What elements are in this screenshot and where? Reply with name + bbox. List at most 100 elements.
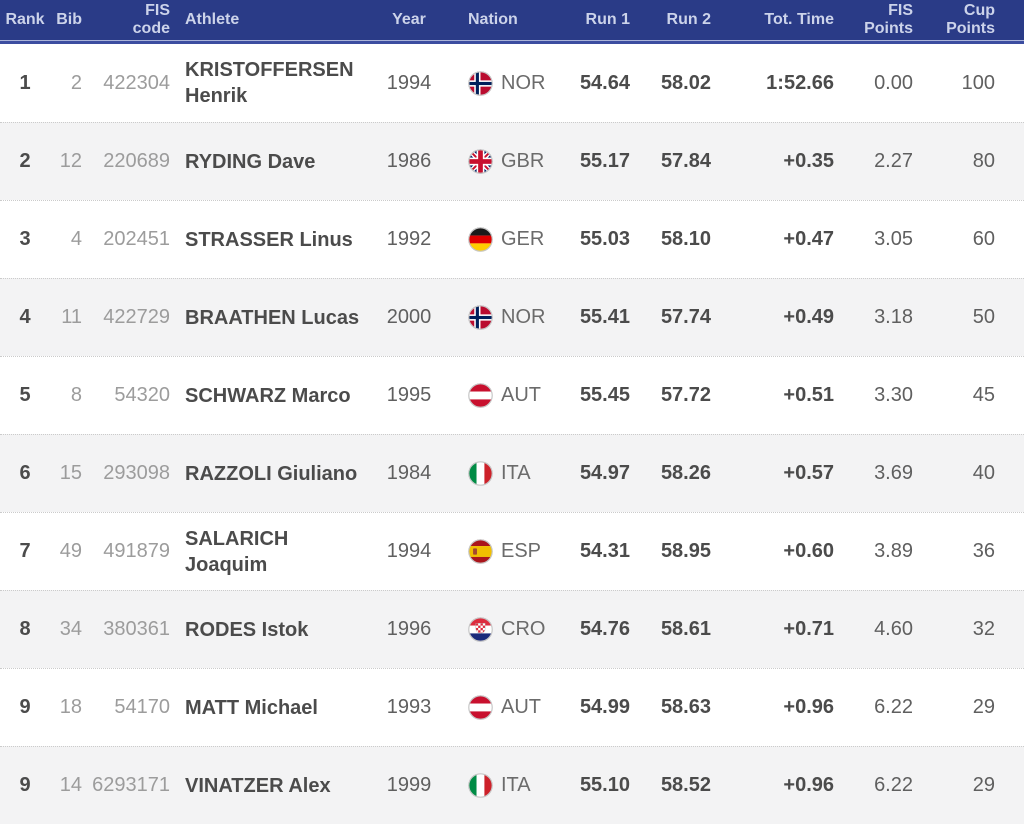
athlete-name[interactable]: RYDING Dave (185, 150, 316, 173)
nation-cell: NOR (444, 305, 562, 330)
cup-points-cell: 100 (961, 71, 995, 94)
cup-points-cell: 40 (972, 462, 995, 484)
rank-cell: 3 (19, 228, 31, 250)
column-header-nation: Nation (468, 11, 518, 28)
fis-points-cell: 3.18 (874, 306, 913, 328)
fis-code-cell: 422729 (103, 306, 170, 328)
cup-points-cell: 50 (972, 306, 995, 328)
result-row[interactable]: 4 11 422729 BRAATHEN Lucas 2000 NOR 55.4… (0, 278, 1024, 356)
flag-nor-icon (468, 305, 493, 330)
total-time-cell: +0.35 (783, 150, 834, 172)
column-header-rank: Rank (5, 11, 45, 28)
year-cell: 1996 (386, 618, 432, 640)
nation-code: NOR (501, 71, 546, 94)
year-cell: 1999 (386, 774, 432, 796)
run1-time-cell: 54.99 (579, 696, 630, 718)
nation-cell: AUT (444, 383, 562, 408)
table-body: 1 2 422304 KRISTOFFERSEN Henrik 1994 NOR… (0, 44, 1024, 824)
total-time-cell: +0.96 (783, 696, 834, 718)
athlete-name[interactable]: MATT Michael (185, 696, 318, 719)
result-row[interactable]: 9 18 54170 MATT Michael 1993 AUT 54.99 5… (0, 668, 1024, 746)
run2-time-cell: 57.74 (660, 306, 711, 328)
year-cell: 1995 (386, 384, 432, 406)
athlete-name[interactable]: BRAATHEN Lucas (185, 306, 360, 329)
result-row[interactable]: 5 8 54320 SCHWARZ Marco 1995 AUT 55.45 5… (0, 356, 1024, 434)
run2-time-cell: 58.61 (660, 618, 711, 640)
rank-cell: 2 (19, 150, 31, 172)
table-header-row: Rank Bib FIS code Athlete Year Nation Ru… (0, 0, 1024, 40)
nation-cell: GBR (444, 149, 562, 174)
nation-cell: ESP (444, 539, 562, 564)
athlete-name[interactable]: RAZZOLI Giuliano (185, 462, 358, 485)
fis-code-cell: 202451 (103, 228, 170, 250)
run1-time-cell: 54.64 (579, 71, 630, 94)
run2-time-cell: 57.72 (660, 384, 711, 406)
total-time-cell: +0.71 (783, 618, 834, 640)
column-header-fis-code: FIS code (132, 2, 170, 37)
result-row[interactable]: 9 14 6293171 VINATZER Alex 1999 ITA 55.1… (0, 746, 1024, 824)
athlete-name[interactable]: RODES Istok (185, 618, 309, 641)
fis-points-cell: 3.05 (874, 228, 913, 250)
bib-cell: 11 (61, 306, 82, 328)
bib-cell: 8 (70, 384, 82, 406)
result-row[interactable]: 7 49 491879 SALARICH Joaquim 1994 ESP 54… (0, 512, 1024, 590)
year-cell: 1994 (386, 71, 432, 94)
fis-code-cell: 293098 (103, 462, 170, 484)
fis-points-cell: 6.22 (874, 774, 913, 796)
fis-code-cell: 54170 (114, 696, 170, 718)
bib-cell: 49 (59, 540, 82, 562)
fis-code-cell: 220689 (103, 150, 170, 172)
athlete-name[interactable]: STRASSER Linus (185, 228, 353, 251)
flag-cro-icon (468, 617, 493, 642)
result-row[interactable]: 2 12 220689 RYDING Dave 1986 GBR 55.17 5… (0, 122, 1024, 200)
run2-time-cell: 58.26 (660, 462, 711, 484)
flag-nor-icon (468, 70, 493, 96)
total-time-cell: +0.57 (783, 462, 834, 484)
run1-time-cell: 54.76 (579, 618, 630, 640)
cup-points-cell: 32 (972, 618, 995, 640)
nation-cell: CRO (444, 617, 562, 642)
fis-code-cell: 6293171 (92, 774, 170, 796)
fis-points-cell: 0.00 (874, 71, 913, 94)
result-row[interactable]: 6 15 293098 RAZZOLI Giuliano 1984 ITA 54… (0, 434, 1024, 512)
result-row[interactable]: 3 4 202451 STRASSER Linus 1992 GER 55.03… (0, 200, 1024, 278)
rank-cell: 1 (19, 71, 31, 94)
athlete-name[interactable]: SALARICH Joaquim (185, 527, 289, 576)
run1-time-cell: 55.10 (579, 774, 630, 796)
total-time-cell: +0.47 (783, 228, 834, 250)
flag-ita-icon (468, 773, 493, 798)
nation-code: ITA (501, 774, 531, 796)
total-time-cell: 1:52.66 (766, 71, 834, 94)
cup-points-cell: 29 (972, 774, 995, 796)
total-time-cell: +0.51 (783, 384, 834, 406)
cup-points-cell: 60 (972, 228, 995, 250)
year-cell: 1993 (386, 696, 432, 718)
fis-points-cell: 6.22 (874, 696, 913, 718)
nation-code: CRO (501, 618, 546, 640)
column-header-run1: Run 1 (585, 11, 630, 28)
run2-time-cell: 58.95 (660, 540, 711, 562)
fis-points-cell: 3.89 (874, 540, 913, 562)
rank-cell: 9 (19, 696, 31, 718)
athlete-name[interactable]: VINATZER Alex (185, 774, 331, 797)
flag-aut-icon (468, 695, 493, 720)
bib-cell: 18 (59, 696, 82, 718)
flag-ita-icon (468, 461, 493, 486)
result-row[interactable]: 8 34 380361 RODES Istok 1996 CRO 54.76 5… (0, 590, 1024, 668)
athlete-name[interactable]: KRISTOFFERSEN Henrik (185, 59, 354, 107)
total-time-cell: +0.96 (783, 774, 834, 796)
column-header-run2: Run 2 (666, 11, 711, 28)
column-header-fis-points: FIS Points (864, 2, 913, 37)
nation-cell: AUT (444, 695, 562, 720)
total-time-cell: +0.60 (783, 540, 834, 562)
year-cell: 1986 (386, 150, 432, 172)
cup-points-cell: 36 (972, 540, 995, 562)
flag-gbr-icon (468, 149, 493, 174)
athlete-name[interactable]: SCHWARZ Marco (185, 384, 351, 407)
run1-time-cell: 55.41 (579, 306, 630, 328)
fis-points-cell: 2.27 (874, 150, 913, 172)
result-row[interactable]: 1 2 422304 KRISTOFFERSEN Henrik 1994 NOR… (0, 44, 1024, 122)
bib-cell: 34 (59, 618, 82, 640)
run2-time-cell: 58.52 (660, 774, 711, 796)
